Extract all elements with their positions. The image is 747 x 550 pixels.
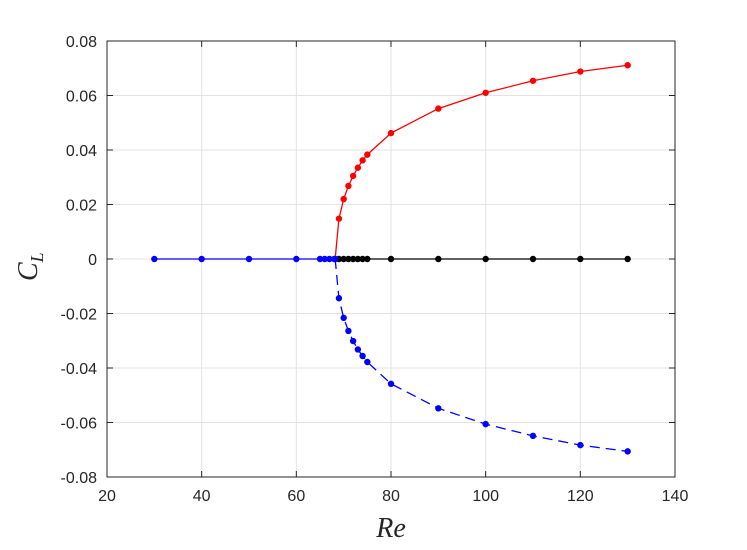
data-point: [577, 68, 584, 75]
y-tick-label: -0.02: [61, 307, 98, 324]
y-tick-label: 0.04: [66, 143, 97, 160]
series-layer: [151, 62, 631, 455]
data-point: [529, 77, 537, 84]
data-point: [482, 89, 489, 96]
data-point: [335, 215, 343, 222]
tick-layer: 20 40 60 80 100 120 140 -0.08 -0.06 -0.04 -0.02 0 0.…: [61, 34, 689, 505]
data-point: [293, 255, 300, 263]
data-point: [198, 255, 205, 263]
y-tick-label: -0.08: [61, 470, 98, 487]
y-tick-label: 0.08: [66, 34, 97, 51]
y-tick-label: -0.06: [61, 416, 98, 433]
data-point: [354, 346, 362, 353]
y-axis-label-subscript: L: [27, 252, 47, 263]
data-point: [624, 448, 631, 455]
data-point: [345, 255, 352, 263]
data-point: [245, 255, 253, 263]
x-tick-label: 140: [662, 488, 689, 505]
y-tick-label: -0.04: [61, 361, 98, 378]
data-point: [359, 352, 366, 360]
data-point: [435, 105, 442, 112]
data-point: [326, 255, 333, 263]
y-tick-label: 0: [88, 252, 97, 269]
data-point: [359, 255, 366, 263]
data-point: [359, 157, 366, 164]
data-point: [529, 432, 537, 440]
data-point: [335, 295, 343, 302]
data-point: [354, 255, 362, 263]
data-point: [577, 441, 584, 449]
data-point: [345, 327, 352, 335]
x-tick-label: 80: [382, 488, 400, 505]
data-point: [624, 255, 631, 263]
data-point: [364, 255, 371, 263]
data-point: [387, 129, 395, 137]
x-tick-label: 100: [472, 488, 499, 505]
series-4: [331, 255, 631, 455]
y-axis-label: CL: [13, 252, 47, 281]
data-point: [354, 164, 362, 171]
data-point: [624, 62, 631, 69]
x-tick-label: 120: [567, 488, 594, 505]
data-point: [435, 405, 442, 412]
x-axis-label: Re: [375, 513, 406, 544]
data-point: [151, 255, 158, 263]
x-tick-label: 40: [193, 488, 211, 505]
data-point: [577, 255, 584, 263]
data-point: [364, 358, 371, 366]
data-point: [482, 420, 489, 428]
data-point: [349, 255, 357, 263]
data-point: [349, 337, 357, 345]
y-tick-label: 0.02: [66, 198, 97, 215]
data-point: [331, 255, 339, 263]
x-tick-label: 20: [98, 488, 116, 505]
data-point: [482, 255, 489, 263]
data-point: [435, 255, 442, 263]
y-tick-label: 0.06: [66, 89, 97, 106]
data-point: [364, 151, 371, 158]
x-tick-label: 60: [287, 488, 305, 505]
data-point: [345, 182, 352, 190]
series-2: [331, 62, 631, 263]
y-axis-label-main: C: [13, 262, 44, 281]
data-point: [321, 255, 328, 263]
data-point: [316, 255, 324, 263]
data-point: [340, 255, 347, 263]
data-point: [529, 255, 537, 263]
data-point: [387, 380, 395, 388]
data-point: [387, 255, 395, 263]
data-point: [349, 172, 357, 180]
data-point: [340, 195, 347, 203]
data-point: [340, 314, 347, 322]
